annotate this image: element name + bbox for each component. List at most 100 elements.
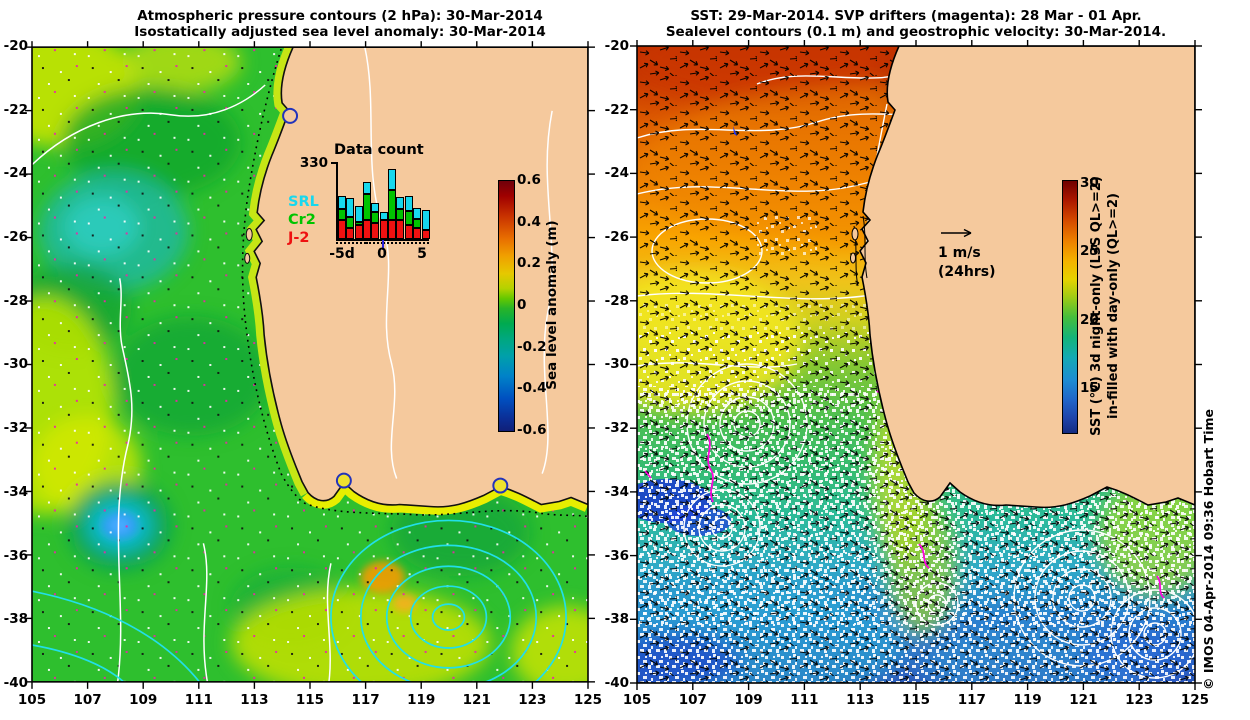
left-title-line2: Isostatically adjusted sea level anomaly… — [134, 24, 546, 40]
left-title-line1: Atmospheric pressure contours (2 hPa): 3… — [137, 8, 543, 24]
lat-tick-label: -24 — [604, 165, 629, 182]
inset-ymax-label: 330 — [299, 155, 328, 171]
left-lon-axis: 105 107 109 111 113 115 117 119 121 123 125 — [12, 692, 608, 710]
colorbar-tick-label: 20 — [1080, 311, 1099, 328]
colorbar-tick-label: -0.2 — [517, 338, 547, 355]
lat-tick-label: -30 — [3, 356, 28, 373]
right-lon-axis: 105 107 109 111 113 115 117 119 121 123 125 — [617, 692, 1215, 710]
colorbar-tick-label: 15 — [1080, 379, 1099, 396]
velocity-key-magnitude: 1 m/s — [938, 245, 981, 261]
lon-tick-label: 119 — [407, 692, 436, 708]
right-title-line2: Sealevel contours (0.1 m) and geostrophi… — [665, 24, 1167, 40]
lon-tick-label: 113 — [846, 692, 875, 708]
lat-tick-label: -40 — [604, 674, 629, 691]
lat-tick-label: -30 — [604, 356, 629, 373]
lon-tick-label: 113 — [240, 692, 269, 708]
colorbar-tick-label: 0.2 — [517, 255, 541, 272]
colorbar-tick-label: 25 — [1080, 243, 1099, 260]
right-lat-axis: -20 -22 -24 -26 -28 -30 -32 -34 -36 -38 -40 — [601, 38, 629, 691]
sst-colorbar-label-line1: SST (°C) 3d night-only (L3S QL>=2) — [1089, 176, 1104, 436]
lon-tick-label: 105 — [17, 692, 47, 708]
velocity-key: 1 m/s (24hrs) — [930, 226, 1006, 281]
velocity-arrow-icon — [941, 228, 972, 238]
lat-tick-label: -32 — [3, 420, 28, 437]
sst-colorbar-label: SST (°C) 3d night-only (L3S QL>=2) in-fi… — [1088, 166, 1122, 446]
lon-tick-label: 105 — [622, 692, 652, 708]
data-count-bars — [338, 162, 430, 239]
legend-j2: J-2 — [288, 230, 310, 246]
inset-zero-tick — [382, 240, 384, 250]
lon-tick-label: 121 — [462, 692, 491, 708]
right-map-image — [630, 40, 1202, 690]
lat-tick-label: -38 — [604, 611, 629, 628]
lat-tick-label: -22 — [3, 101, 28, 118]
inset-xlabel-plus5: 5 — [417, 246, 427, 262]
inset-title: Data count — [334, 142, 424, 158]
imos-watermark: © IMOS 04-Apr-2014 09:36 Hobart Time — [1201, 409, 1216, 690]
lat-tick-label: -36 — [3, 547, 28, 564]
right-panel-title: SST: 29-Mar-2014. SVP drifters (magenta)… — [637, 8, 1195, 40]
lat-tick-label: -34 — [3, 483, 28, 500]
data-count-bar — [379, 212, 388, 239]
inset-track-dots — [336, 242, 429, 244]
colorbar-tick-label: 30 — [1080, 175, 1099, 191]
velocity-key-period: (24hrs) — [938, 264, 996, 280]
lat-tick-label: -20 — [3, 38, 28, 54]
colorbar-tick-label: -0.6 — [517, 421, 547, 438]
lon-tick-label: 115 — [295, 692, 325, 708]
sea-level-colorbar — [498, 180, 515, 432]
data-count-inset: Data count 330 SRL Cr2 J-2 -5d 0 5 — [288, 140, 442, 272]
colorbar-tick-label: 0.4 — [517, 213, 541, 230]
sea-level-colorbar-ticks: 0.6 0.4 0.2 0 -0.2 -0.4 -0.6 — [517, 173, 557, 437]
lat-tick-label: -28 — [604, 292, 629, 309]
lon-tick-label: 115 — [901, 692, 931, 708]
lat-tick-label: -36 — [604, 547, 629, 564]
data-count-bar — [338, 196, 346, 239]
right-title-line1: SST: 29-Mar-2014. SVP drifters (magenta)… — [690, 8, 1142, 24]
lat-tick-label: -20 — [604, 38, 629, 54]
left-panel-title: Atmospheric pressure contours (2 hPa): 3… — [60, 8, 620, 40]
data-count-bar — [354, 206, 363, 239]
lon-tick-label: 123 — [1125, 692, 1154, 708]
legend-cr2: Cr2 — [288, 212, 316, 228]
data-count-bar — [371, 203, 380, 239]
lon-tick-label: 109 — [734, 692, 763, 708]
inset-legend: SRL Cr2 J-2 — [288, 193, 319, 247]
lon-tick-label: 117 — [957, 692, 986, 708]
lat-tick-label: -40 — [3, 674, 28, 691]
lon-tick-label: 107 — [73, 692, 102, 708]
lon-tick-label: 123 — [518, 692, 547, 708]
data-count-bar — [413, 208, 422, 239]
lat-tick-label: -28 — [3, 292, 28, 309]
lon-tick-label: 111 — [184, 692, 213, 708]
lat-tick-label: -24 — [3, 165, 28, 182]
lon-tick-label: 125 — [1180, 692, 1210, 708]
inset-xlabel-zero: 0 — [377, 246, 387, 262]
lat-tick-label: -38 — [3, 611, 28, 628]
data-count-bar — [388, 169, 397, 239]
data-count-bar — [404, 196, 413, 239]
left-lat-axis: -20 -22 -24 -26 -28 -30 -32 -34 -36 -38 -40 — [0, 38, 28, 691]
sst-colorbar — [1062, 180, 1078, 434]
data-count-bar — [346, 198, 355, 239]
lon-tick-label: 121 — [1069, 692, 1098, 708]
lon-tick-label: 119 — [1013, 692, 1042, 708]
inset-y-axis — [336, 162, 338, 240]
inset-y-tick — [331, 162, 337, 164]
lat-tick-label: -26 — [3, 229, 28, 246]
legend-srl: SRL — [288, 194, 319, 210]
colorbar-tick-label: 0 — [517, 296, 527, 313]
sea-level-colorbar-label: Sea level anomaly (m) — [544, 220, 560, 390]
lon-tick-label: 125 — [573, 692, 603, 708]
lon-tick-label: 109 — [129, 692, 158, 708]
data-count-bar — [396, 197, 405, 239]
lat-tick-label: -22 — [604, 101, 629, 118]
colorbar-tick-label: -0.4 — [517, 380, 547, 397]
data-count-bar — [421, 210, 430, 239]
lat-tick-label: -34 — [604, 483, 629, 500]
lat-tick-label: -26 — [604, 229, 629, 246]
lon-tick-label: 111 — [790, 692, 819, 708]
colorbar-tick-label: 0.6 — [517, 172, 541, 188]
sst-colorbar-ticks: 30 25 20 15 — [1080, 176, 1110, 395]
lat-tick-label: -32 — [604, 420, 629, 437]
